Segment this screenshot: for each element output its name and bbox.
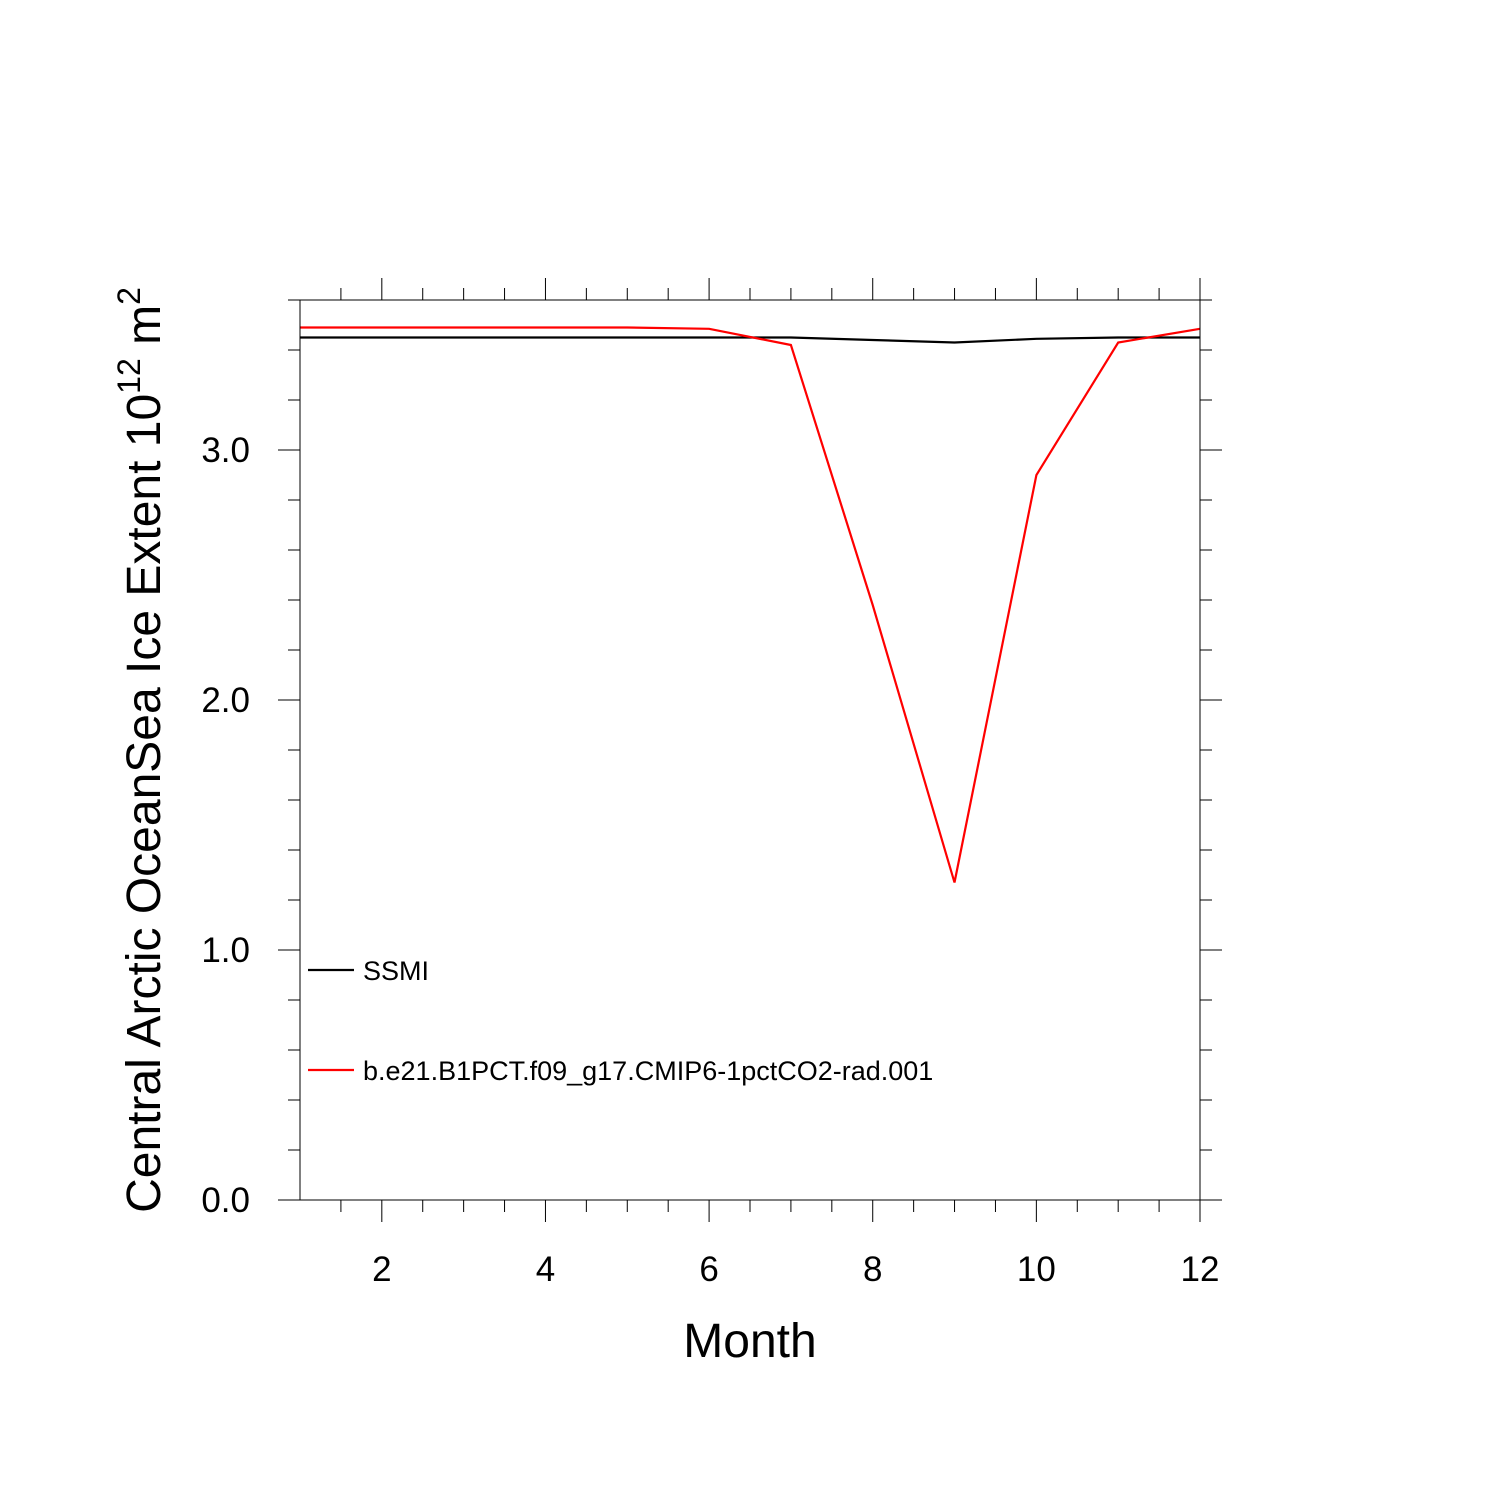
y-axis-title: Central Arctic OceanSea Ice Extent 1012 …	[111, 287, 171, 1213]
x-tick-label: 2	[372, 1250, 391, 1289]
y-axis-title-exponent-1: 12	[111, 358, 147, 394]
legend-label: b.e21.B1PCT.f09_g17.CMIP6-1pctCO2-rad.00…	[363, 1056, 933, 1086]
y-tick-label: 2.0	[201, 681, 250, 720]
x-tick-label: 8	[863, 1250, 882, 1289]
y-axis-title-unit: m	[118, 305, 171, 358]
y-tick-label: 3.0	[201, 431, 250, 470]
tick-labels: 2 4 6 8 10 12 0.0 1.0 2.0 3.0	[201, 431, 1219, 1289]
y-axis-title-exponent-2: 2	[111, 287, 147, 305]
series-layer	[300, 326, 1201, 883]
axis-ticks	[278, 278, 1222, 1222]
x-tick-label: 4	[536, 1250, 555, 1289]
legend: SSMI b.e21.B1PCT.f09_g17.CMIP6-1pctCO2-ra…	[308, 956, 933, 1086]
legend-label: SSMI	[363, 956, 429, 986]
x-tick-label: 10	[1017, 1250, 1056, 1289]
x-axis-title: Month	[683, 1315, 816, 1368]
x-tick-label: 12	[1181, 1250, 1220, 1289]
y-tick-label: 1.0	[201, 931, 250, 970]
series-line-model	[300, 326, 1201, 883]
y-axis-title-main: Central Arctic OceanSea Ice Extent 10	[118, 394, 171, 1213]
y-tick-label: 0.0	[201, 1181, 250, 1220]
plot-frame	[299, 299, 1201, 1201]
x-tick-label: 6	[699, 1250, 718, 1289]
